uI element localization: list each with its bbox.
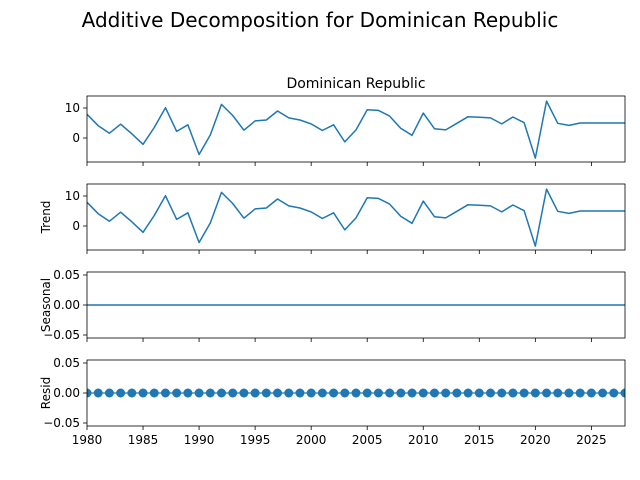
resid-point (429, 388, 439, 398)
axes-frame (86, 95, 626, 163)
series-line (87, 100, 625, 159)
resid-point (553, 388, 563, 398)
resid-point (149, 388, 159, 398)
x-tick-label: 2020 (520, 433, 551, 447)
x-tick-label: 1980 (72, 433, 103, 447)
axes-frame (86, 359, 626, 427)
resid-point (273, 388, 283, 398)
x-tick-label: 2010 (408, 433, 439, 447)
resid-point (362, 388, 372, 398)
resid-point (284, 388, 294, 398)
x-tick-label: 1995 (240, 433, 271, 447)
resid-point (564, 388, 574, 398)
figure-title: Additive Decomposition for Dominican Rep… (82, 8, 559, 32)
panel-1: Dominican Republic 0 10 (65, 76, 626, 166)
resid-point (418, 388, 428, 398)
resid-point (351, 388, 361, 398)
y-tick-label: 10 (65, 189, 80, 203)
y-tick-label: 10 (65, 101, 80, 115)
resid-point (104, 388, 114, 398)
resid-point (598, 388, 608, 398)
resid-point (87, 388, 92, 398)
resid-point (329, 388, 339, 398)
resid-point (127, 388, 137, 398)
resid-point (452, 388, 462, 398)
y-tick-label: 0 (72, 131, 80, 145)
y-tick-label: 0 (72, 219, 80, 233)
series-group (87, 100, 625, 159)
resid-point (441, 388, 451, 398)
resid-point (295, 388, 305, 398)
axes-frame (86, 271, 626, 339)
y-axis-label: Seasonal (39, 278, 53, 332)
x-tick-label: 1985 (128, 433, 159, 447)
resid-point (183, 388, 193, 398)
y-tick-label: 0.05 (53, 356, 80, 370)
resid-point (373, 388, 383, 398)
resid-point (306, 388, 316, 398)
panel-2: Trend 0 10 (39, 183, 626, 254)
axes-frame (86, 183, 626, 251)
resid-point (205, 388, 215, 398)
resid-point (519, 388, 529, 398)
x-tick-label: 2015 (464, 433, 495, 447)
y-tick-label: −0.05 (43, 328, 80, 342)
resid-point (497, 388, 507, 398)
panel-4: Resid −0.05 0.00 0.05 1980 1985 1990 1995 2000 20… (39, 356, 626, 447)
y-tick-label: −0.05 (43, 416, 80, 430)
x-tick-label: 2025 (576, 433, 607, 447)
resid-point (486, 388, 495, 398)
resid-point (172, 388, 182, 398)
y-tick-label: 0.00 (53, 298, 80, 312)
resid-point (250, 388, 260, 398)
resid-point (93, 388, 103, 398)
resid-point (340, 388, 350, 398)
resid-point (407, 388, 417, 398)
panel-3: Seasonal−0.05 0.00 0.05 (39, 268, 626, 342)
series-group (87, 388, 625, 398)
x-tick-label: 2005 (352, 433, 383, 447)
y-tick-label: 0.05 (53, 268, 80, 282)
resid-point (508, 388, 518, 398)
panel-title: Dominican Republic (286, 76, 425, 92)
resid-point (194, 388, 204, 398)
resid-point (228, 388, 238, 398)
resid-point (138, 388, 148, 398)
resid-point (317, 388, 327, 398)
resid-point (217, 388, 226, 398)
resid-point (609, 388, 619, 398)
resid-point (160, 388, 170, 398)
y-axis-label: Resid (39, 377, 53, 409)
resid-point (542, 388, 552, 398)
resid-point (575, 388, 585, 398)
resid-point (385, 388, 395, 398)
y-axis-label: Trend (39, 201, 53, 235)
resid-point (239, 388, 249, 398)
resid-point (396, 388, 406, 398)
resid-point (116, 388, 126, 398)
resid-point (586, 388, 596, 398)
resid-point (261, 388, 271, 398)
x-tick-label: 2000 (296, 433, 327, 447)
series-group (87, 188, 625, 247)
resid-point (463, 388, 473, 398)
resid-point (620, 388, 625, 398)
x-tick-label: 1990 (184, 433, 215, 447)
resid-point (474, 388, 484, 398)
series-line (87, 188, 625, 247)
resid-point (530, 388, 540, 398)
y-tick-label: 0.00 (53, 386, 80, 400)
